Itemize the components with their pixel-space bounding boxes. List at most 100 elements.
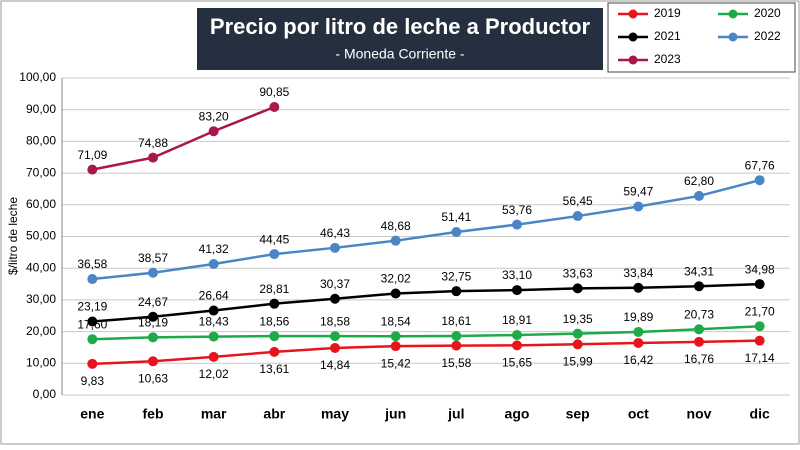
data-label: 44,45 [259,232,289,246]
data-point [451,331,462,342]
data-label: 10,63 [138,371,168,385]
y-tick-label: 100,00 [19,70,56,84]
data-label: 33,84 [623,266,653,280]
legend-label: 2021 [654,29,681,43]
data-label: 32,75 [441,269,471,283]
data-point [694,190,704,201]
data-label: 33,63 [563,267,593,281]
x-tick-label: nov [687,406,712,422]
data-point [87,358,98,369]
data-label: 90,85 [259,85,289,99]
y-axis-label: $/litro de leche [6,197,20,275]
data-label: 62,80 [684,174,714,188]
data-label: 23,19 [77,300,107,314]
data-point [512,330,522,341]
y-tick-label: 30,00 [26,292,56,306]
data-label: 18,58 [320,314,350,328]
data-point [148,311,158,322]
data-point [512,340,522,351]
legend-marker [728,32,738,42]
data-point [208,351,219,362]
data-point [330,342,340,353]
data-point [633,337,644,348]
data-point [512,219,522,230]
data-point [148,356,158,367]
data-label: 16,42 [623,353,653,367]
data-point [269,102,280,113]
data-point [87,164,98,175]
x-tick-label: ago [505,406,530,422]
x-tick-label: jun [384,406,406,422]
y-tick-label: 50,00 [26,229,56,243]
legend-marker [628,9,638,19]
series-line [92,105,275,171]
data-label: 71,09 [77,148,107,162]
data-point [269,249,280,260]
x-tick-label: oct [628,406,649,422]
y-tick-label: 70,00 [26,165,56,179]
data-point [148,332,158,343]
data-label: 53,76 [502,203,532,217]
data-point [390,235,401,246]
data-label: 15,99 [563,354,593,368]
data-point [451,340,462,351]
data-label: 38,57 [138,251,168,265]
data-label: 56,45 [563,194,593,208]
data-label: 16,76 [684,352,714,366]
data-label: 34,31 [684,264,714,278]
data-point [330,331,340,342]
data-point [148,152,158,163]
legend-label: 2022 [754,29,781,43]
data-label: 24,67 [138,295,168,309]
data-point [208,259,219,270]
chart-subtitle: - Moneda Corriente - [335,46,465,62]
data-label: 15,65 [502,356,532,370]
data-label: 30,37 [320,277,350,291]
data-label: 34,98 [745,262,775,276]
data-point [572,283,583,294]
data-point [451,227,462,238]
data-label: 59,47 [623,185,653,199]
y-tick-label: 80,00 [26,134,56,148]
data-point [330,242,340,253]
series-line [92,178,760,281]
data-point [754,175,765,186]
data-label: 46,43 [320,226,350,240]
data-label: 15,58 [441,356,471,370]
series-line [92,282,760,323]
data-label: 20,73 [684,307,714,321]
y-tick-label: 10,00 [26,355,56,369]
y-tick-label: 60,00 [26,197,56,211]
data-point [390,331,401,342]
data-point [633,201,644,212]
data-point [390,341,401,352]
data-label: 14,84 [320,358,350,372]
data-point [512,285,522,296]
data-point [208,331,219,342]
data-point [633,282,644,293]
series-line [92,324,760,341]
data-point [330,293,340,304]
data-point [269,346,280,357]
data-point [572,211,583,222]
legend-label: 2019 [654,6,681,20]
data-label: 19,89 [623,310,653,324]
title-box [197,8,603,70]
data-label: 17,14 [745,351,775,365]
data-point [87,274,98,285]
data-point [754,321,765,332]
legend-marker [728,9,738,19]
data-label: 36,58 [77,257,107,271]
data-point [451,286,462,297]
x-tick-label: mar [201,406,227,422]
data-label: 18,43 [199,315,229,329]
data-label: 83,20 [199,109,229,123]
data-point [694,281,704,292]
data-label: 18,91 [502,313,532,327]
data-point [390,288,401,299]
data-label: 41,32 [199,242,229,256]
data-label: 67,76 [745,158,775,172]
data-label: 21,70 [745,304,775,318]
legend-marker [628,55,638,65]
